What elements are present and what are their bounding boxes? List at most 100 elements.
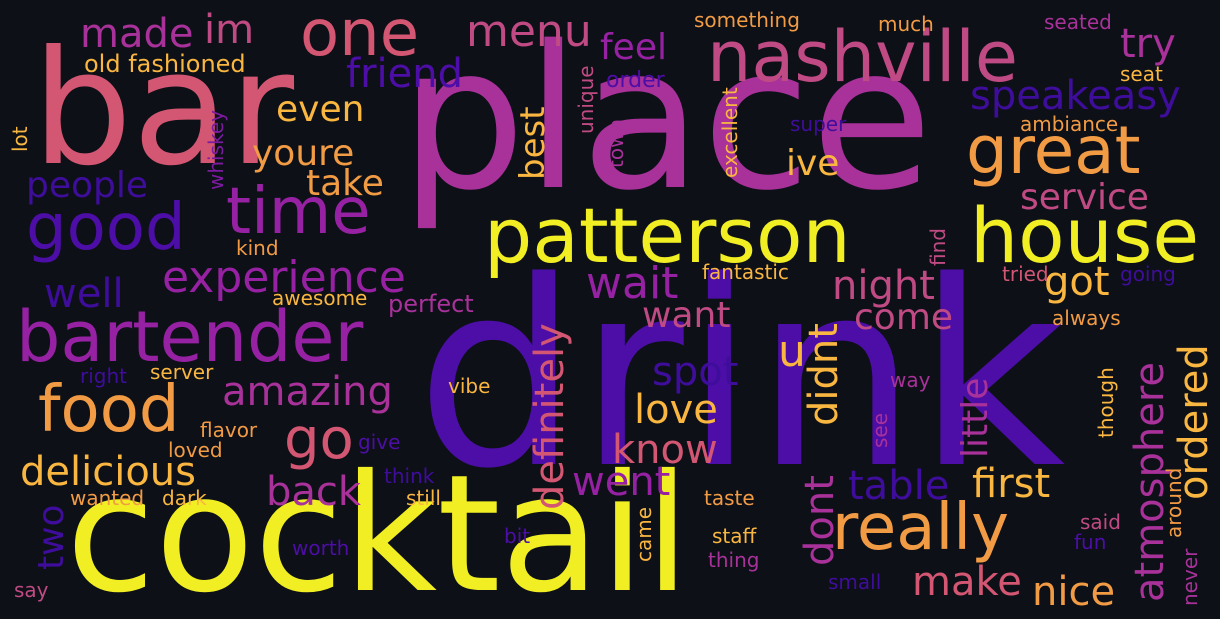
word-good: good — [26, 191, 186, 265]
word-around: around — [1162, 467, 1186, 538]
word-back: back — [266, 469, 362, 515]
word-patterson: patterson — [484, 191, 851, 280]
word-nice: nice — [1032, 569, 1116, 615]
word-super: super — [790, 112, 847, 136]
word-vibe: vibe — [448, 374, 491, 398]
word-staff: staff — [712, 524, 757, 548]
word-cocktail: cocktail — [66, 441, 690, 619]
word-lot: lot — [8, 126, 32, 152]
word-little: little — [955, 377, 996, 458]
word-well: well — [44, 271, 124, 317]
word-wait: wait — [586, 258, 679, 309]
word-wanted: wanted — [70, 486, 145, 510]
word-say: say — [14, 578, 49, 602]
word-came: came — [632, 506, 656, 562]
word-two: two — [31, 504, 72, 570]
word-worth: worth — [292, 536, 350, 560]
word-definitely: definitely — [527, 323, 573, 510]
word-go: go — [284, 407, 354, 472]
word-take: take — [306, 163, 384, 204]
word-tried: tried — [1002, 262, 1049, 286]
word-dark: dark — [162, 486, 207, 510]
word-one: one — [300, 0, 420, 71]
word-said: said — [1080, 510, 1121, 534]
word-made: made — [80, 11, 194, 57]
word-awesome: awesome — [272, 286, 368, 310]
word-fantastic: fantastic — [702, 260, 789, 284]
word-youre: youre — [252, 133, 355, 174]
word-find: find — [926, 228, 950, 266]
word-place: place — [400, 3, 933, 234]
word-great: great — [966, 112, 1141, 189]
word-feel: feel — [600, 27, 667, 68]
word-went: went — [572, 459, 671, 505]
word-menu: menu — [466, 6, 592, 57]
word-bartender: bartender — [16, 296, 364, 378]
word-come: come — [854, 297, 954, 338]
word-night: night — [832, 263, 935, 309]
word-didnt: didnt — [801, 323, 847, 426]
word-want: want — [642, 295, 731, 336]
word-know: know — [612, 427, 718, 473]
word-see: see — [868, 412, 892, 448]
word-perfect: perfect — [388, 290, 474, 318]
word-time: time — [226, 175, 371, 249]
word-seat: seat — [1120, 62, 1163, 86]
word-table: table — [848, 463, 950, 509]
word-dont: dont — [797, 475, 843, 566]
word-service: service — [1020, 177, 1149, 218]
word-best: best — [513, 106, 553, 180]
word-ambiance: ambiance — [1020, 112, 1119, 136]
word-town: town — [604, 118, 628, 168]
word-always: always — [1052, 306, 1121, 330]
word-give: give — [358, 430, 401, 454]
word-amazing: amazing — [222, 369, 393, 415]
word-though: though — [1094, 367, 1118, 438]
word-even: even — [276, 89, 365, 130]
word-right: right — [80, 364, 127, 388]
word-unique: unique — [574, 65, 598, 134]
word-flavor: flavor — [200, 418, 258, 442]
word-order: order — [606, 68, 665, 93]
word-house: house — [970, 191, 1200, 280]
word-think: think — [384, 464, 435, 488]
word-taste: taste — [704, 486, 755, 510]
word-really: really — [832, 491, 1009, 565]
word-much: much — [878, 12, 934, 36]
word-kind: kind — [236, 236, 279, 260]
word-server: server — [150, 360, 214, 384]
word-never: never — [1178, 548, 1202, 606]
word-ive: ive — [786, 143, 840, 184]
word-seated: seated — [1044, 10, 1112, 34]
word-bar: bar — [32, 17, 295, 201]
word-delicious: delicious — [20, 449, 196, 495]
word-make: make — [912, 559, 1022, 605]
word-drink: drink — [416, 227, 1066, 525]
word-fun: fun — [1074, 530, 1107, 554]
word-u: u — [778, 326, 806, 377]
word-first: first — [972, 461, 1051, 507]
word-got: got — [1044, 259, 1110, 305]
word-food: food — [38, 373, 180, 447]
word-im: im — [204, 7, 255, 53]
word-bit: bit — [504, 524, 531, 548]
word-speakeasy: speakeasy — [970, 73, 1181, 119]
word-going: going — [1120, 262, 1176, 286]
word-people: people — [26, 165, 149, 206]
word-try: try — [1120, 21, 1176, 67]
word-experience: experience — [162, 252, 406, 303]
word-small: small — [828, 570, 882, 594]
word-nashville: nashville — [707, 16, 1018, 98]
word-excellent: excellent — [718, 87, 742, 178]
word-spot: spot — [652, 349, 739, 395]
word-still: still — [406, 486, 441, 510]
word-something: something — [694, 8, 800, 32]
word-thing: thing — [708, 548, 760, 572]
word-love: love — [634, 387, 718, 433]
word-whiskey: whiskey — [204, 109, 228, 190]
word-friend: friend — [346, 51, 463, 97]
word-loved: loved — [168, 438, 223, 462]
word-old-fashioned: old fashioned — [84, 50, 246, 78]
word-way: way — [890, 368, 931, 392]
